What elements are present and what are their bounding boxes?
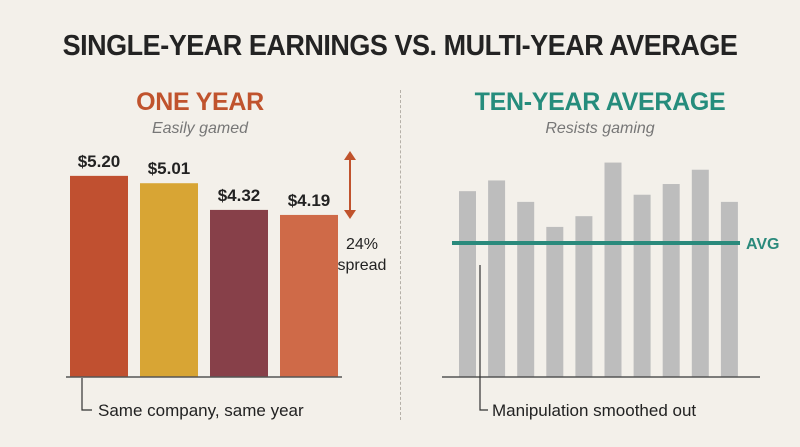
spread-arrow-up-icon (344, 151, 356, 160)
ten-year-bar (459, 191, 476, 377)
ten-year-bar (691, 169, 709, 377)
one-year-bar (70, 175, 128, 377)
ten-year-bar (604, 162, 622, 377)
ten-year-subtitle: Resists gaming (545, 120, 655, 137)
ten-year-bar (488, 180, 506, 377)
one-year-bar-label: $5.20 (78, 152, 121, 171)
spread-annotation-value: 24% (346, 236, 378, 253)
ten-year-bar (662, 184, 680, 377)
ten-year-bar (633, 194, 651, 377)
ten-year-bar (720, 201, 738, 377)
panel-divider (400, 90, 401, 420)
ten-year-caption-leader (479, 265, 488, 411)
ten-year-title: TEN-YEAR AVERAGE (474, 88, 726, 116)
one-year-bar-label: $4.19 (288, 191, 331, 210)
ten-year-bar (546, 226, 564, 377)
one-year-bar (210, 209, 268, 377)
chart-title: SINGLE-YEAR EARNINGS VS. MULTI-YEAR AVER… (62, 30, 738, 62)
ten-year-caption: Manipulation smoothed out (492, 401, 696, 420)
one-year-caption-leader (81, 378, 92, 411)
one-year-caption: Same company, same year (98, 401, 304, 420)
one-year-subtitle: Easily gamed (151, 120, 249, 137)
one-year-bar (140, 183, 198, 377)
spread-arrow-down-icon (344, 210, 356, 219)
one-year-bar-label: $5.01 (148, 159, 191, 178)
spread-annotation-label: spread (338, 257, 387, 274)
one-year-title: ONE YEAR (136, 88, 264, 116)
ten-year-bar (517, 201, 535, 377)
ten-year-bar (575, 216, 593, 377)
average-label: AVG (746, 236, 779, 253)
one-year-bar-label: $4.32 (218, 186, 261, 205)
one-year-bar (280, 214, 338, 377)
